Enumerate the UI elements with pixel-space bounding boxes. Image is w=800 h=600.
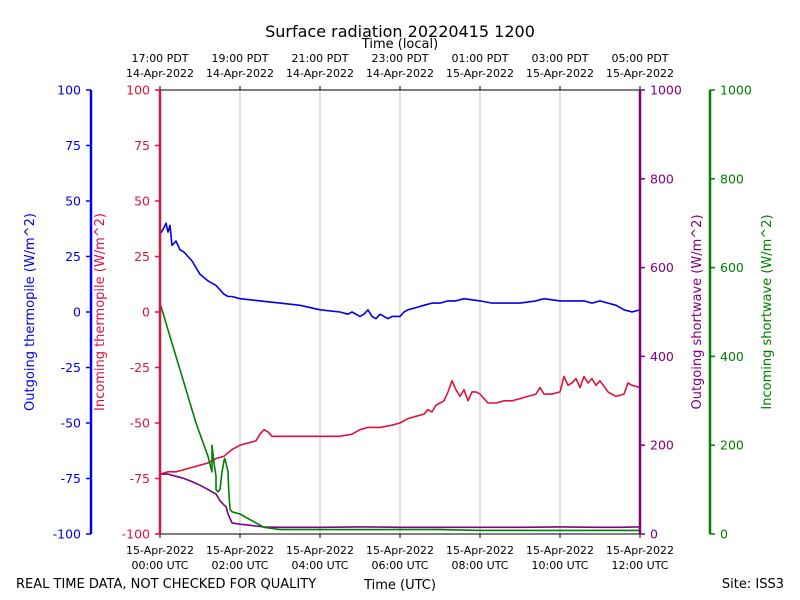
incoming-thermopile-tick-label-5: 25: [134, 249, 150, 264]
top-tick-time-4: 01:00 PDT: [451, 52, 508, 65]
outgoing-thermopile-tick-label-1: -75: [61, 471, 81, 486]
outgoing-thermopile-tick-label-4: 0: [73, 305, 81, 320]
bottom-x-axis: 15-Apr-2022 00:00 UTC 15-Apr-2022 02:00 UTC…: [126, 534, 674, 572]
outgoing-shortwave-tick-label-3: 600: [650, 260, 674, 275]
top-tick-time-3: 23:00 PDT: [371, 52, 428, 65]
incoming-shortwave-tick-label-2: 400: [720, 349, 744, 364]
incoming-shortwave-tick-label-4: 800: [720, 171, 744, 186]
outgoing-thermopile-tick-label-0: -100: [53, 527, 81, 542]
incoming-thermopile-tick-label-7: 75: [134, 138, 150, 153]
outgoing-thermopile-tick-label-2: -50: [61, 416, 81, 431]
incoming-shortwave-tick-label-0: 0: [720, 527, 728, 542]
outgoing-shortwave-tick-label-2: 400: [650, 349, 674, 364]
bottom-tick-date-1: 15-Apr-2022: [206, 544, 274, 557]
outgoing-shortwave-tick-label-5: 1000: [650, 83, 682, 98]
outgoing-shortwave-axis: 0 200 400 600 800 1000 Outgoing shortwave (W/m…: [638, 83, 705, 542]
bottom-tick-date-4: 15-Apr-2022: [446, 544, 514, 557]
incoming-thermopile-tick-label-0: -100: [122, 527, 150, 542]
top-tick-time-0: 17:00 PDT: [131, 52, 188, 65]
outgoing-thermopile-tick-label-7: 75: [65, 138, 81, 153]
outgoing-shortwave-tick-label-1: 200: [650, 438, 674, 453]
bottom-tick-date-3: 15-Apr-2022: [366, 544, 434, 557]
top-tick-date-1: 14-Apr-2022: [206, 67, 274, 80]
incoming-thermopile-tick-label-4: 0: [142, 305, 150, 320]
top-tick-date-5: 15-Apr-2022: [526, 67, 594, 80]
chart-title: Surface radiation 20220415 1200: [265, 22, 535, 41]
incoming-thermopile-tick-label-3: -25: [130, 360, 150, 375]
incoming-shortwave-tick-label-3: 600: [720, 260, 744, 275]
top-tick-date-0: 14-Apr-2022: [126, 67, 194, 80]
outgoing-thermopile-axis: -100 -75 -50 -25 0 25 50 75 100 Outgoing thermopi…: [23, 83, 93, 542]
top-x-axis: 17:00 PDT 14-Apr-2022 19:00 PDT 14-Apr-2022…: [126, 52, 674, 90]
top-tick-date-3: 14-Apr-2022: [366, 67, 434, 80]
top-tick-time-2: 21:00 PDT: [291, 52, 348, 65]
quality-disclaimer: REAL TIME DATA, NOT CHECKED FOR QUALITY: [16, 577, 316, 592]
bottom-tick-time-6: 12:00 UTC: [611, 559, 668, 572]
incoming-thermopile-tick-label-6: 50: [134, 194, 150, 209]
incoming-shortwave-axis: 0 200 400 600 800 1000 Incoming shortwave (W/m…: [708, 83, 775, 542]
outgoing-thermopile-tick-label-6: 50: [65, 194, 81, 209]
series-line-outgoing-thermopile: [159, 222, 641, 320]
top-tick-date-4: 15-Apr-2022: [446, 67, 514, 80]
incoming-shortwave-axis-label: Incoming shortwave (W/m^2): [760, 214, 775, 409]
top-tick-date-6: 15-Apr-2022: [606, 67, 674, 80]
series-lines: [159, 222, 641, 532]
vertical-gridlines: [239, 90, 561, 534]
series-line-incoming-thermopile: [159, 375, 641, 475]
series-line-incoming-shortwave: [159, 302, 640, 532]
bottom-tick-time-5: 10:00 UTC: [531, 559, 588, 572]
incoming-thermopile-tick-label-2: -50: [130, 416, 150, 431]
bottom-tick-date-0: 15-Apr-2022: [126, 544, 194, 557]
incoming-shortwave-tick-label-5: 1000: [720, 83, 752, 98]
bottom-tick-time-1: 02:00 UTC: [211, 559, 268, 572]
bottom-tick-time-2: 04:00 UTC: [291, 559, 348, 572]
incoming-thermopile-tick-label-1: -75: [130, 471, 150, 486]
bottom-tick-time-4: 08:00 UTC: [451, 559, 508, 572]
top-x-axis-label: Time (local): [361, 37, 438, 52]
bottom-tick-time-0: 00:00 UTC: [131, 559, 188, 572]
outgoing-thermopile-tick-label-3: -25: [61, 360, 81, 375]
outgoing-shortwave-axis-label: Outgoing shortwave (W/m^2): [690, 214, 705, 409]
outgoing-thermopile-tick-label-5: 25: [65, 249, 81, 264]
incoming-shortwave-tick-label-1: 200: [720, 438, 744, 453]
top-tick-date-2: 14-Apr-2022: [286, 67, 354, 80]
outgoing-shortwave-tick-label-4: 800: [650, 171, 674, 186]
outgoing-thermopile-axis-label: Outgoing thermopile (W/m^2): [23, 213, 38, 411]
outgoing-thermopile-tick-label-8: 100: [57, 83, 81, 98]
incoming-thermopile-axis: -100 -75 -50 -25 0 25 50 75 100 Incoming thermopi…: [93, 83, 162, 542]
bottom-tick-time-3: 06:00 UTC: [371, 559, 428, 572]
bottom-tick-date-2: 15-Apr-2022: [286, 544, 354, 557]
top-tick-time-1: 19:00 PDT: [211, 52, 268, 65]
outgoing-shortwave-tick-label-0: 0: [650, 527, 658, 542]
bottom-tick-date-6: 15-Apr-2022: [606, 544, 674, 557]
site-label: Site: ISS3: [722, 577, 784, 592]
bottom-x-axis-label: Time (UTC): [363, 578, 436, 593]
top-tick-time-5: 03:00 PDT: [531, 52, 588, 65]
series-line-outgoing-shortwave: [160, 473, 641, 529]
incoming-thermopile-tick-label-8: 100: [126, 83, 150, 98]
bottom-tick-date-5: 15-Apr-2022: [526, 544, 594, 557]
incoming-thermopile-axis-label: Incoming thermopile (W/m^2): [93, 213, 108, 411]
top-tick-time-6: 05:00 PDT: [611, 52, 668, 65]
